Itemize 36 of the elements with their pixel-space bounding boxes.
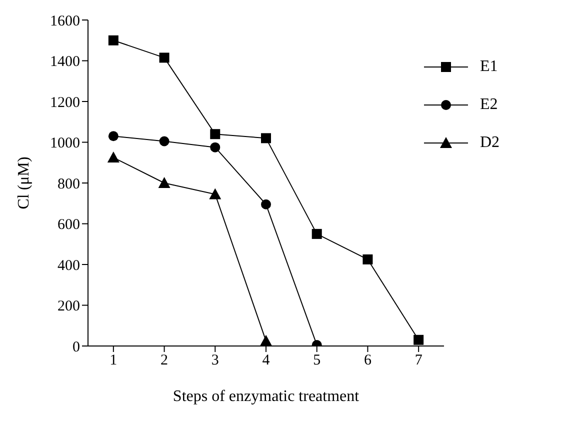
x-tick-label: 7 — [414, 352, 423, 369]
y-tick-label: 800 — [58, 176, 80, 192]
point — [210, 129, 220, 140]
y-tick-label: 1200 — [50, 94, 80, 111]
point — [260, 334, 272, 346]
point — [312, 228, 322, 239]
legend-label: E1 — [480, 58, 498, 76]
x-tick-label: 5 — [313, 352, 321, 369]
point — [261, 133, 271, 144]
x-tick-label: 1 — [110, 352, 118, 369]
y-tick-label: 0 — [72, 339, 80, 356]
y-tick-label: 1000 — [50, 136, 80, 152]
point — [261, 199, 271, 210]
x-tick-label: 3 — [211, 352, 219, 369]
point — [209, 188, 222, 200]
legend-label: E2 — [480, 96, 498, 114]
y-tick-label: 600 — [58, 217, 80, 234]
x-tick-label: 6 — [364, 352, 372, 369]
x-axis-title: Steps of enzymatic treatment — [172, 388, 360, 405]
point — [159, 52, 170, 63]
legend-label: D2 — [480, 134, 500, 152]
y-tick-label: 1400 — [50, 54, 80, 70]
y-axis-title: Cl (μM) — [16, 156, 33, 210]
point — [159, 136, 170, 146]
point — [362, 254, 373, 264]
y-tick-label: 400 — [58, 258, 80, 274]
point — [414, 334, 424, 345]
point — [107, 152, 120, 163]
x-tick-label: 4 — [262, 352, 270, 369]
point — [108, 131, 118, 142]
x-tick-label: 2 — [160, 352, 168, 369]
point — [108, 35, 118, 46]
point — [210, 142, 220, 152]
y-tick-label: 200 — [58, 298, 80, 315]
y-tick-label: 1600 — [50, 13, 80, 30]
point — [158, 177, 170, 188]
